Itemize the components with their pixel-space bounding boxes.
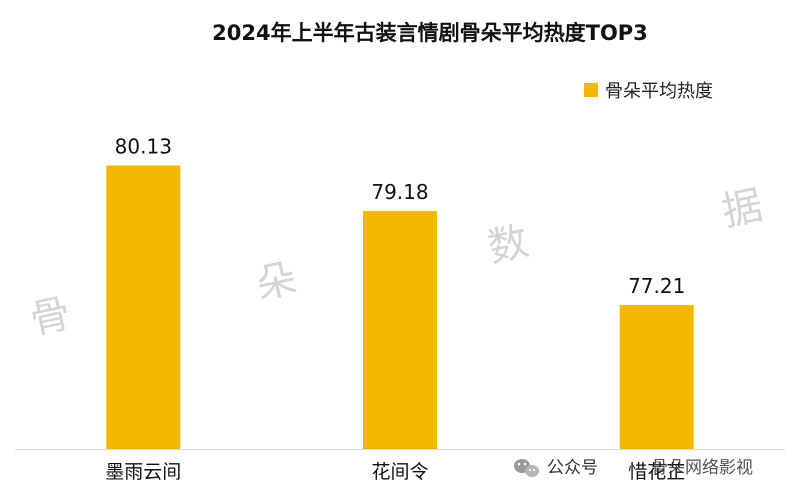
wechat-label: 公众号	[547, 458, 598, 478]
footer-branding: 公众号 骨朵网络影视	[514, 458, 753, 478]
data-labels-group: 80.13 79.18 77.21	[115, 135, 686, 299]
data-label: 80.13	[115, 135, 172, 159]
watermark-char: 朵	[252, 255, 301, 308]
data-label: 79.18	[371, 180, 428, 204]
wechat-icon	[514, 459, 539, 477]
watermark-char: 骨	[26, 290, 75, 343]
watermark-char: 数	[484, 218, 533, 271]
bar	[619, 305, 694, 449]
legend-swatch	[584, 83, 598, 97]
watermark-char: 据	[718, 182, 767, 235]
bar	[363, 210, 437, 449]
chart-title: 2024年上半年古装言情剧骨朵平均热度TOP3	[212, 21, 648, 45]
category-label: 墨雨云间	[105, 461, 181, 483]
bar	[106, 165, 181, 449]
category-labels-group: 墨雨云间 花间令 惜花芷	[105, 461, 685, 483]
data-label: 77.21	[628, 274, 685, 298]
category-label: 花间令	[371, 461, 428, 483]
legend-label: 骨朵平均热度	[605, 81, 713, 102]
bars-group	[106, 165, 694, 449]
legend: 骨朵平均热度	[584, 81, 713, 102]
brand-name: 骨朵网络影视	[651, 458, 753, 478]
category-label: 惜花芷	[628, 461, 685, 483]
watermark-group: 骨 朵 数 据	[26, 182, 767, 343]
